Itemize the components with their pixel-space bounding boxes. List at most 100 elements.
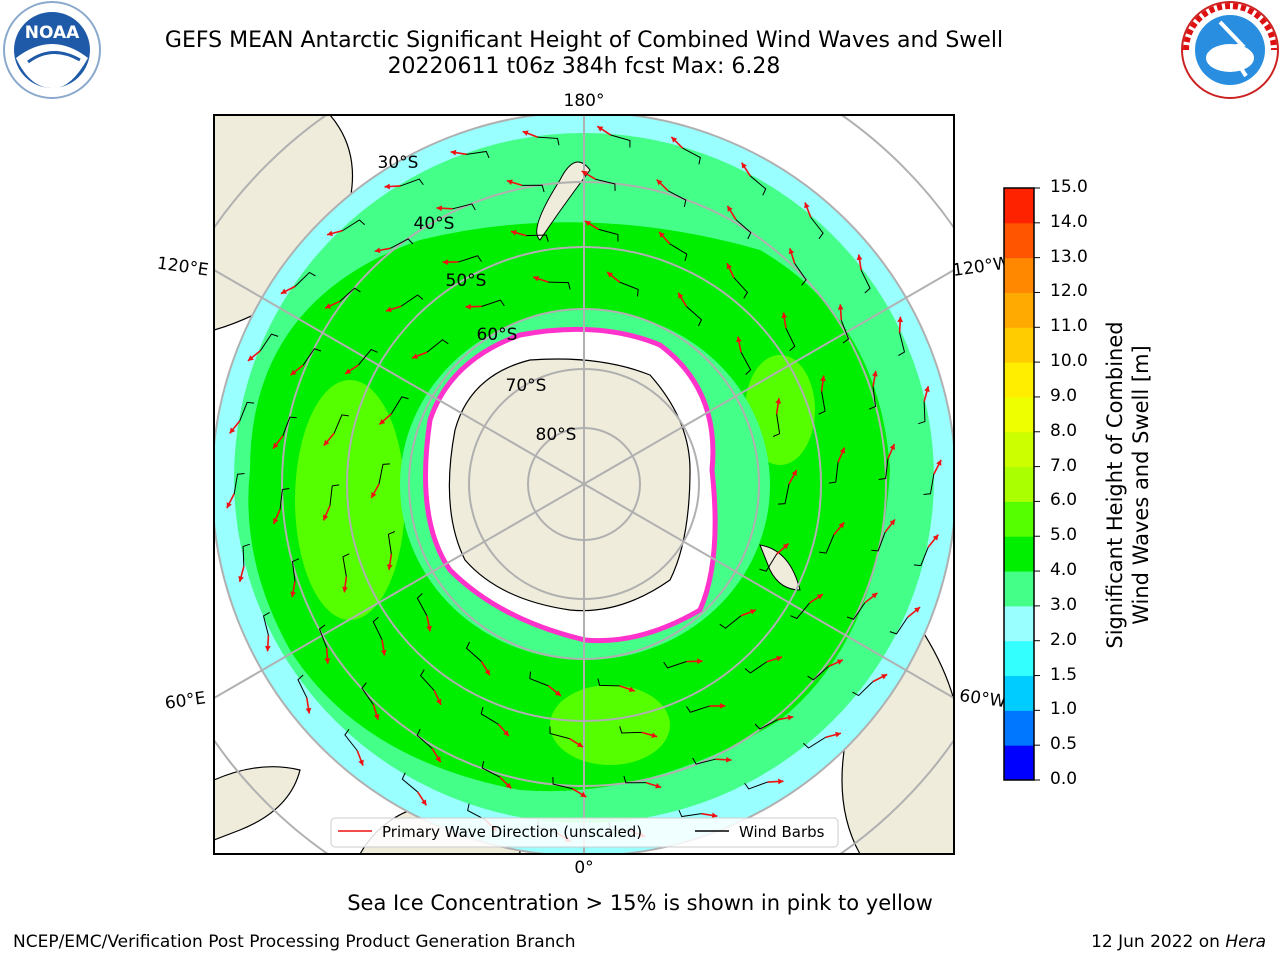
wind-barb: [860, 270, 871, 294]
wind-barb: [663, 661, 687, 669]
lat-label-70s: 70°S: [506, 376, 547, 396]
colorbar-band: [1004, 222, 1034, 259]
wind-barb: [378, 463, 390, 485]
wind-barb: [329, 484, 340, 506]
wind-barb: [750, 175, 767, 196]
nws-logo: [1181, 1, 1279, 99]
wave-arrowhead: [342, 586, 348, 593]
colorbar-band: [1004, 675, 1034, 711]
wave-arrowhead: [697, 658, 703, 665]
colorbar-band: [1004, 396, 1034, 433]
wind-barb: [803, 736, 826, 749]
wind-barb: [810, 217, 824, 240]
wave-arrowhead: [897, 316, 904, 323]
wind-barb: [344, 728, 358, 751]
lon-label-60w: 60°W: [958, 686, 1007, 712]
wind-barb: [619, 281, 639, 297]
wave-arrowhead: [872, 370, 878, 377]
wave-arrowhead: [651, 732, 658, 739]
wind-barb: [918, 401, 926, 425]
colorbar-tick-label: 9.0: [1050, 385, 1078, 406]
lon-label-120e: 120°E: [156, 254, 210, 281]
wave-arrowhead: [836, 659, 843, 665]
wave-arrowhead: [788, 248, 795, 255]
wave-arrowhead: [782, 543, 789, 550]
wind-barb: [595, 178, 616, 191]
colorbar-band: [1004, 257, 1034, 293]
colorbar-frame: [1003, 187, 1035, 781]
lon-label-0: 0°: [574, 858, 593, 878]
colorbar-band: [1004, 745, 1034, 781]
wave-arrowhead: [384, 183, 390, 190]
wind-barb: [401, 772, 418, 793]
wind-barb: [790, 602, 810, 620]
wave-arrowhead: [581, 171, 588, 177]
wind-barb: [828, 462, 839, 484]
wave-arrowhead: [273, 518, 279, 525]
wind-barb: [549, 726, 570, 740]
wind-barb: [846, 602, 866, 620]
wind-barb: [852, 681, 874, 697]
wind-barb: [262, 612, 270, 636]
wave-arrowhead: [280, 288, 287, 294]
colorbar-tick-label: 0.0: [1050, 769, 1078, 789]
colorbar-label-line-1: Significant Height of Combined: [1103, 321, 1127, 649]
wave-arrowhead: [577, 741, 584, 748]
wave-arrowhead: [324, 658, 331, 664]
wave-arrowhead: [936, 459, 942, 466]
colorbar-tick-label: 4.0: [1050, 560, 1078, 581]
wave-arrowhead: [435, 756, 441, 763]
wave-arrowhead: [421, 799, 427, 806]
wave-arrowhead: [533, 275, 540, 282]
wind-barb: [669, 243, 688, 262]
noaa-logo: NOAA: [3, 1, 101, 99]
wind-barb: [522, 184, 545, 193]
lat-label-40s: 40°S: [414, 214, 455, 234]
wind-barb: [291, 558, 300, 582]
wave-arrowhead: [554, 690, 561, 696]
wave-arrowhead: [386, 564, 393, 570]
colorbar-band: [1004, 536, 1034, 572]
wave-arrowhead: [838, 522, 845, 529]
wave-arrowhead: [229, 427, 236, 434]
wind-barb: [465, 641, 482, 662]
wave-arrowhead: [522, 130, 529, 136]
colorbar-tick-label: 3.0: [1050, 594, 1078, 615]
lat-label-60s: 60°S: [477, 325, 518, 345]
wind-barb: [692, 757, 716, 765]
wind-barb: [526, 234, 549, 242]
lon-label-180: 180°: [564, 91, 605, 111]
footer-date: 12 Jun 2022 on Hera: [1091, 932, 1266, 952]
wave-arrowhead: [510, 229, 517, 236]
wind-barb: [390, 238, 414, 249]
wave-arrowhead: [597, 126, 604, 132]
wave-arrowhead: [678, 292, 684, 299]
wave-arrowhead: [889, 519, 895, 526]
wind-barb: [467, 803, 486, 821]
wave-arrowhead: [856, 254, 863, 261]
wind-barb: [740, 351, 752, 376]
colorbar-tick-label: 11.0: [1050, 316, 1088, 337]
wave-arrowhead: [374, 247, 381, 254]
wave-arrowhead: [711, 812, 718, 819]
colorbar-tick-label: 15.0: [1050, 177, 1088, 197]
wave-arrowhead: [607, 272, 614, 278]
colorbar-tick-label: 1.5: [1050, 664, 1078, 685]
wind-barb: [458, 255, 482, 263]
wind-barb: [426, 339, 449, 353]
wave-arrowhead: [436, 698, 442, 705]
lat-label-30s: 30°S: [378, 153, 419, 173]
wave-arrowhead: [720, 703, 726, 709]
wind-barb: [239, 401, 255, 422]
wave-arrowhead: [791, 469, 797, 476]
wind-barb: [481, 761, 501, 778]
wind-barb: [548, 281, 571, 290]
wind-barb: [318, 624, 328, 648]
wave-arrowhead: [881, 674, 888, 680]
wave-arrowhead: [345, 368, 352, 374]
footer-date-text: 12 Jun 2022 on: [1091, 932, 1220, 952]
wind-barb: [333, 414, 349, 434]
colorbar-band: [1004, 292, 1034, 328]
lon-label-120w: 120°W: [951, 253, 1011, 281]
